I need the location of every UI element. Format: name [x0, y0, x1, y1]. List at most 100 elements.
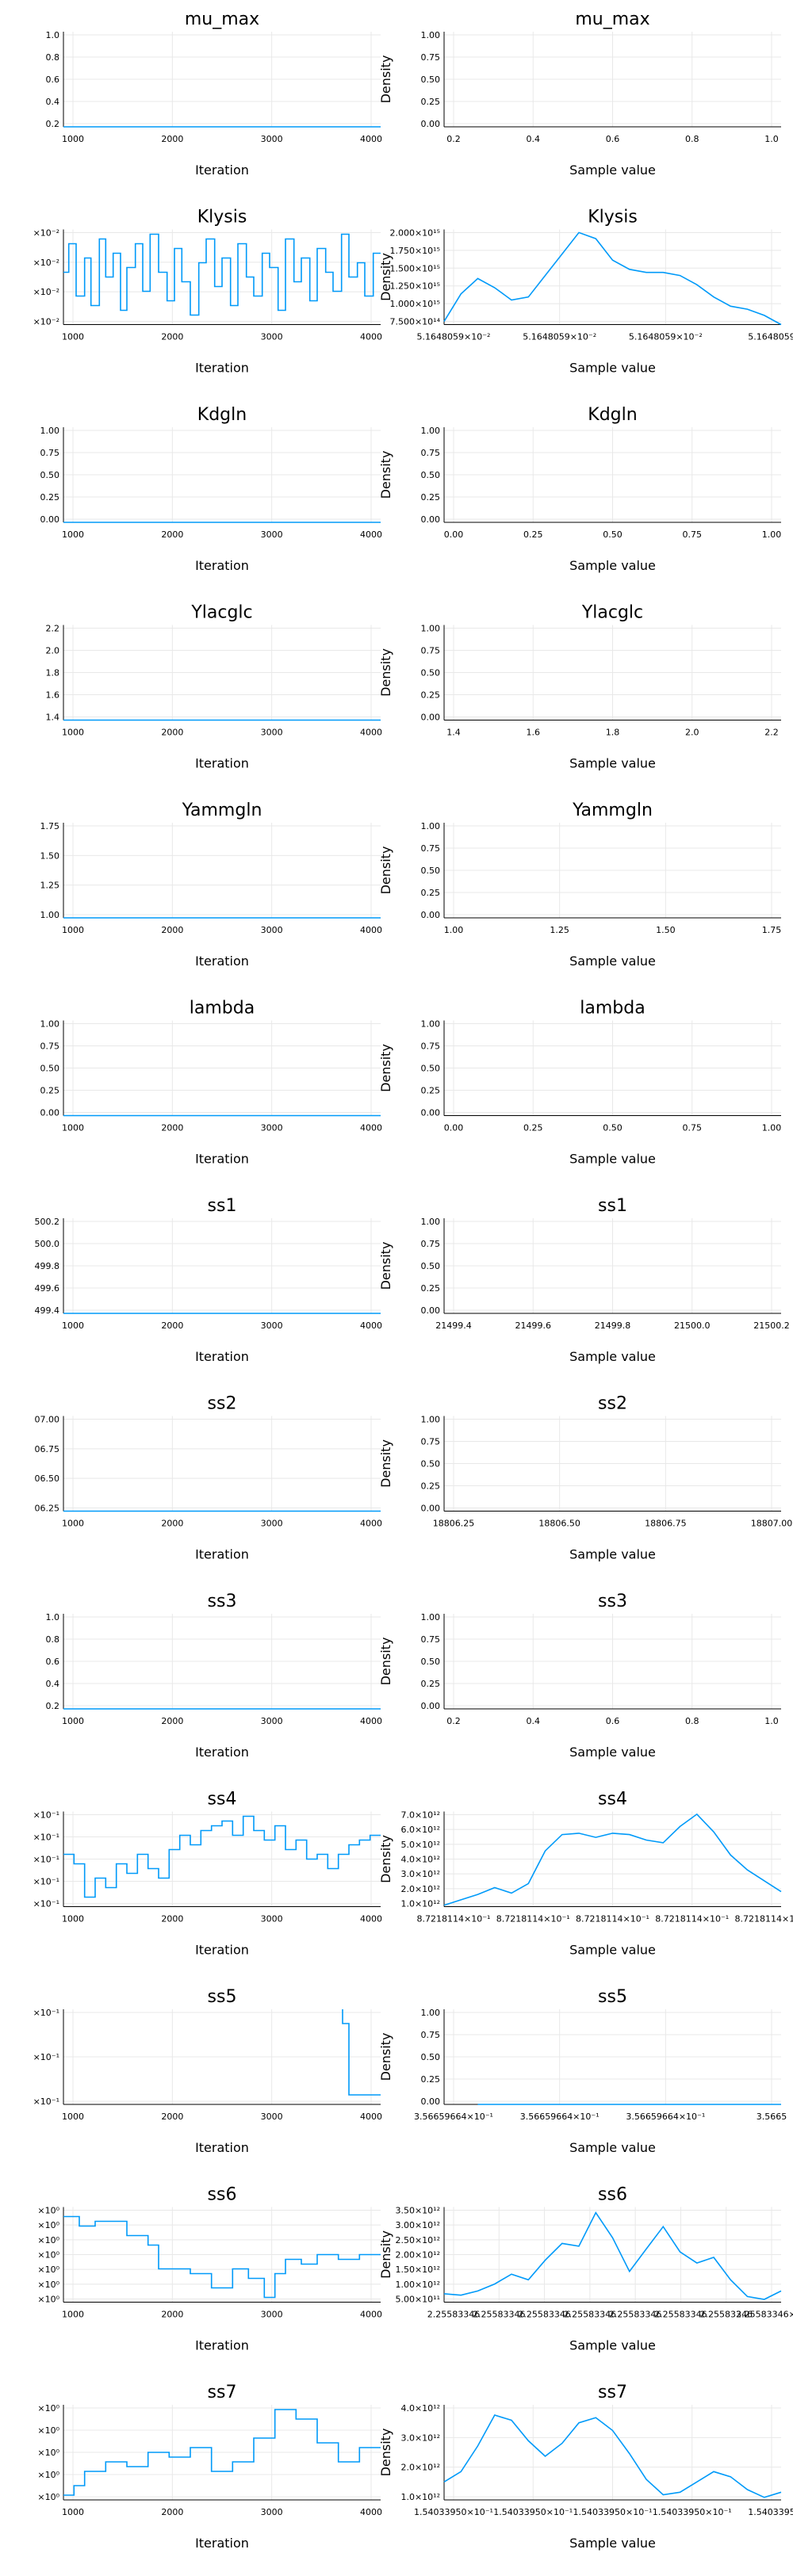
- y-tick-label: 499.6: [35, 1283, 60, 1294]
- y-tick-label: ×10⁰: [37, 2425, 59, 2436]
- subplot-ss1-density: [443, 1218, 781, 1314]
- x-tick-label: 1.50: [656, 925, 676, 935]
- x-axis-label: Sample value: [569, 954, 656, 969]
- subplot-Kdgln-density: [443, 427, 781, 523]
- y-tick-label: 6.0×10¹²: [400, 1825, 440, 1835]
- x-axis-label: Iteration: [195, 2536, 249, 2551]
- y-tick-label: 0.75: [421, 843, 441, 854]
- y-tick-label: ×10⁰: [37, 2295, 59, 2305]
- y-tick-label: 1.250×10¹⁵: [389, 281, 440, 292]
- y-tick-label: 1.00: [421, 1019, 441, 1030]
- y-tick-label: ×10⁰: [37, 2448, 59, 2458]
- x-tick-label: 21499.6: [515, 1320, 552, 1331]
- chart-title: mu_max: [185, 10, 259, 29]
- y-tick-label: 0.50: [40, 1064, 60, 1074]
- y-tick-label: 0.2: [46, 1701, 60, 1711]
- x-tick-label: 1000: [62, 1519, 84, 1529]
- y-axis-label: Density: [378, 1638, 393, 1686]
- y-tick-label: 1.00: [421, 2008, 441, 2018]
- y-tick-label: ×10⁻¹: [33, 2052, 59, 2062]
- x-tick-label: 0.2: [446, 134, 461, 144]
- x-axis-label: Sample value: [569, 1745, 656, 1760]
- x-tick-label: 2000: [161, 1519, 183, 1529]
- x-tick-label: 1000: [62, 2112, 84, 2122]
- x-tick-label: 2000: [161, 2112, 183, 2122]
- x-tick-label: 0.50: [603, 1123, 623, 1133]
- y-tick-label: 0.75: [421, 646, 441, 656]
- x-tick-label: 0.4: [527, 134, 541, 144]
- x-axis-label: Sample value: [569, 2536, 656, 2551]
- x-tick-label: 4000: [360, 1914, 382, 1924]
- x-tick-label: 2.2: [764, 728, 779, 738]
- x-tick-label: 1.54033950×10⁻¹: [414, 2507, 493, 2517]
- x-tick-label: 2000: [161, 728, 183, 738]
- y-axis-label: Density: [378, 2033, 393, 2081]
- x-tick-label: 4000: [360, 1320, 382, 1331]
- y-tick-label: 0.50: [421, 2052, 441, 2062]
- x-tick-label: 5.1648059: [748, 332, 793, 342]
- y-tick-label: 5.00×10¹¹: [395, 2295, 440, 2305]
- y-tick-label: 0.50: [40, 470, 60, 480]
- chart-title: Ylacglc: [581, 603, 643, 623]
- x-axis-label: Sample value: [569, 1547, 656, 1562]
- x-axis-label: Sample value: [569, 162, 656, 178]
- x-tick-label: 0.2: [446, 1716, 461, 1726]
- y-tick-label: 0.00: [421, 910, 441, 920]
- y-tick-label: ×10⁻¹: [33, 1877, 59, 1887]
- y-tick-label: 06.25: [35, 1504, 60, 1514]
- x-tick-label: 0.25: [523, 529, 543, 540]
- x-tick-label: 3000: [261, 728, 283, 738]
- y-tick-label: 4.0×10¹²: [400, 1855, 440, 1865]
- subplot-ss4-density: [443, 1811, 782, 1907]
- y-tick-label: 0.00: [40, 1108, 60, 1118]
- x-tick-label: 4000: [360, 1716, 382, 1726]
- y-tick-label: 1.500×10¹⁵: [389, 263, 440, 273]
- y-tick-label: 0.25: [421, 1481, 441, 1492]
- chart-title: ss6: [208, 2185, 237, 2205]
- y-tick-label: 0.50: [421, 470, 441, 480]
- y-tick-label: 0.75: [40, 1041, 60, 1052]
- y-tick-label: 0.8: [46, 1634, 60, 1645]
- y-tick-label: ×10⁻¹: [33, 2096, 59, 2107]
- x-axis-label: Sample value: [569, 361, 656, 376]
- x-tick-label: 3000: [261, 134, 283, 144]
- chart-title: Yammgln: [572, 801, 653, 820]
- subplot-ss1-trace: [63, 1218, 381, 1314]
- x-tick-label: 3000: [261, 2310, 283, 2320]
- x-tick-label: 5.1648059×10⁻²: [523, 332, 596, 342]
- x-tick-label: 1.00: [762, 1123, 782, 1133]
- y-tick-label: 2.0: [46, 646, 60, 656]
- chart-title: Yammgln: [182, 801, 262, 820]
- x-tick-label: 3000: [261, 529, 283, 540]
- chart-title: lambda: [190, 999, 255, 1019]
- x-tick-label: 8.7218114×10⁻¹: [496, 1914, 570, 1924]
- subplot-Ylacglc-trace: [63, 625, 381, 721]
- subplot-ss5-trace: [63, 2009, 381, 2105]
- y-tick-label: 0.6: [46, 1657, 60, 1667]
- x-tick-label: 1.00: [762, 529, 782, 540]
- y-axis-label: Density: [378, 2429, 393, 2477]
- y-tick-label: ×10⁰: [37, 2220, 59, 2230]
- y-tick-label: 2.50×10¹²: [395, 2235, 440, 2245]
- y-tick-label: 1.00: [421, 1217, 441, 1227]
- chart-title: ss1: [208, 1196, 237, 1216]
- x-tick-label: 3.56659664×10⁻¹: [626, 2112, 705, 2122]
- x-tick-label: 4000: [360, 2310, 382, 2320]
- x-axis-label: Iteration: [195, 1745, 249, 1760]
- y-tick-label: 0.75: [421, 448, 441, 458]
- x-tick-label: 4000: [360, 728, 382, 738]
- y-tick-label: 0.75: [421, 1634, 441, 1645]
- x-tick-label: 0.50: [603, 529, 623, 540]
- y-tick-label: 1.0×10¹²: [400, 1899, 440, 1909]
- y-tick-label: 0.00: [421, 1108, 441, 1118]
- y-tick-label: 0.50: [421, 1064, 441, 1074]
- series-line: [63, 2409, 381, 2496]
- x-tick-label: 3000: [261, 2507, 283, 2517]
- chart-title: Kdgln: [588, 405, 637, 425]
- y-axis-label: Density: [378, 1835, 393, 1883]
- y-tick-label: 1.6: [46, 690, 60, 701]
- y-tick-label: 0.25: [421, 1679, 441, 1689]
- x-tick-label: 3000: [261, 925, 283, 935]
- x-tick-label: 18806.50: [538, 1519, 580, 1529]
